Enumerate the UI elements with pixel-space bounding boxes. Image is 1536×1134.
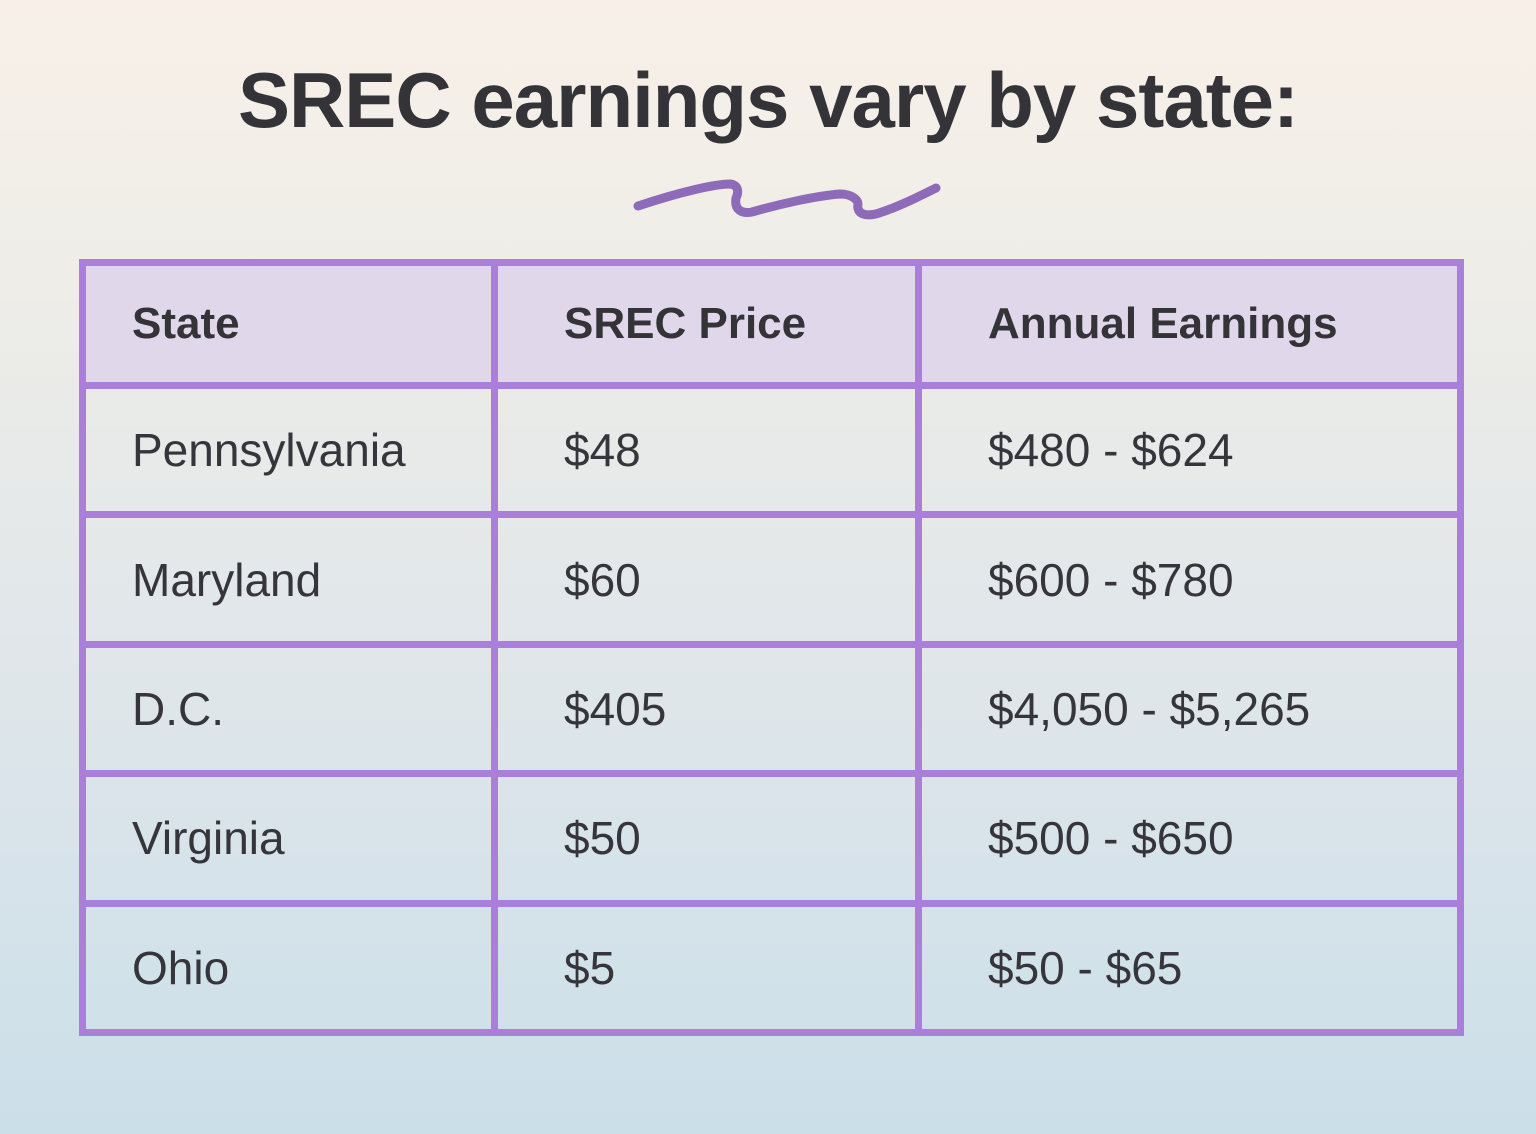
decorative-squiggle <box>633 179 941 220</box>
cell-earnings: $50 - $65 <box>915 899 1464 1037</box>
table-header-row: State SREC Price Annual Earnings <box>79 259 1464 389</box>
table-row: Virginia $50 $500 - $650 <box>79 770 1464 907</box>
page-title: SREC earnings vary by state: <box>237 56 1299 144</box>
cell-earnings: $600 - $780 <box>915 511 1464 648</box>
cell-state: Virginia <box>79 770 498 907</box>
header-srec-price: SREC Price <box>491 259 922 389</box>
header-annual-earnings: Annual Earnings <box>915 259 1464 389</box>
cell-earnings: $480 - $624 <box>915 381 1464 519</box>
cell-state: Ohio <box>79 899 498 1037</box>
table-row: Pennsylvania $48 $480 - $624 <box>79 381 1464 519</box>
cell-state: Pennsylvania <box>79 381 498 519</box>
table-row: Ohio $5 $50 - $65 <box>79 899 1464 1037</box>
cell-state: D.C. <box>79 640 498 778</box>
cell-price: $60 <box>491 511 922 648</box>
cell-price: $50 <box>491 770 922 907</box>
table-row: D.C. $405 $4,050 - $5,265 <box>79 640 1464 778</box>
cell-earnings: $4,050 - $5,265 <box>915 640 1464 778</box>
cell-price: $5 <box>491 899 922 1037</box>
cell-earnings: $500 - $650 <box>915 770 1464 907</box>
cell-price: $48 <box>491 381 922 519</box>
header-state: State <box>79 259 498 389</box>
cell-price: $405 <box>491 640 922 778</box>
srec-table: State SREC Price Annual Earnings Pennsyl… <box>79 259 1464 1037</box>
table-row: Maryland $60 $600 - $780 <box>79 511 1464 648</box>
cell-state: Maryland <box>79 511 498 648</box>
